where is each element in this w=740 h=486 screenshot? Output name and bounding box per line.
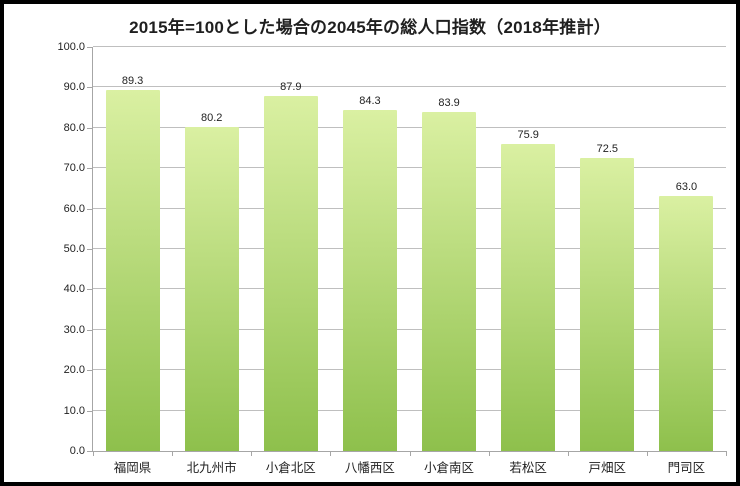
y-tick-label: 50.0 <box>63 243 85 255</box>
bar-slot: 75.9 <box>489 47 568 451</box>
x-tick-label: 小倉南区 <box>424 461 475 475</box>
bar-slot: 84.3 <box>330 47 409 451</box>
bar-value-label: 87.9 <box>280 80 302 93</box>
bar-value-label: 72.5 <box>596 143 619 156</box>
x-tick-mark <box>567 451 569 456</box>
bar-value-label: 84.3 <box>359 95 381 108</box>
x-tick-label: 若松区 <box>509 461 547 475</box>
x-tick-mark <box>172 451 174 456</box>
bar-slot: 63.0 <box>647 47 726 451</box>
y-tick-label: 70.0 <box>63 162 85 175</box>
bar-小倉南区: 83.9 <box>422 97 477 451</box>
bar-value-label: 75.9 <box>517 129 539 142</box>
bar-八幡西区: 84.3 <box>342 95 397 451</box>
y-tick-label: 0.0 <box>69 445 85 457</box>
x-tick-label: 八幡西区 <box>344 461 395 475</box>
x-tick-label: 福岡県 <box>113 461 152 475</box>
y-tick-label: 100.0 <box>57 41 85 53</box>
x-tick-mark <box>646 451 648 456</box>
x-tick-label: 戸畑区 <box>588 461 627 475</box>
y-tick-label: 40.0 <box>63 283 85 296</box>
bar-slot: 87.9 <box>251 47 330 451</box>
bar-value-label: 83.9 <box>438 97 460 110</box>
bar-slot: 80.2 <box>172 47 251 451</box>
bar-value-label: 63.0 <box>675 181 698 194</box>
y-axis-labels: 0.0 10.0 20.0 30.0 40.0 50.0 60.0 70.0 80.0 90.0 1… <box>9 41 93 457</box>
bar-slot: 89.3 <box>93 47 172 451</box>
bars-container: 89.3 80.2 87.9 84.3 83.9 75.9 72.5 63.0 <box>93 47 726 451</box>
bar-北九州市: 80.2 <box>184 112 239 451</box>
plot-area: 0.0 10.0 20.0 30.0 40.0 50.0 60.0 70.0 80.0 90.0 1… <box>57 41 727 475</box>
y-tick-label: 20.0 <box>63 364 85 377</box>
bar-福岡県: 89.3 <box>105 75 160 451</box>
bar-若松区: 75.9 <box>501 129 556 451</box>
x-tick-mark <box>409 451 411 456</box>
x-tick-label: 門司区 <box>667 461 706 475</box>
x-axis-labels: 福岡県 北九州市 小倉北区 八幡西区 小倉南区 若松区 戸畑区 門司区 <box>93 457 726 476</box>
y-tick-label: 30.0 <box>63 323 85 336</box>
x-tick-mark <box>330 451 332 456</box>
y-tick-label: 80.0 <box>63 121 85 134</box>
bar-小倉北区: 87.9 <box>263 81 318 451</box>
bar-value-label: 80.2 <box>200 112 223 124</box>
y-tick-label: 10.0 <box>63 404 85 417</box>
x-tick-mark <box>93 451 94 456</box>
x-tick-mark <box>488 451 490 456</box>
y-tick-label: 90.0 <box>63 81 85 94</box>
bar-門司区: 63.0 <box>659 181 714 451</box>
x-tick-mark <box>726 451 727 456</box>
y-tick-mark <box>87 451 93 452</box>
y-tick-label: 60.0 <box>63 202 85 215</box>
bar-戸畑区: 72.5 <box>580 143 635 451</box>
x-tick-mark <box>251 451 253 456</box>
chart-title: 2015年=100とした場合の2045年の総人口指数（2018年推計） <box>129 18 611 37</box>
bar-value-label: 89.3 <box>121 75 144 88</box>
x-tick-label: 小倉北区 <box>265 461 316 475</box>
x-tick-label: 北九州市 <box>186 461 237 475</box>
bar-slot: 72.5 <box>568 47 647 451</box>
bar-slot: 83.9 <box>410 47 489 451</box>
